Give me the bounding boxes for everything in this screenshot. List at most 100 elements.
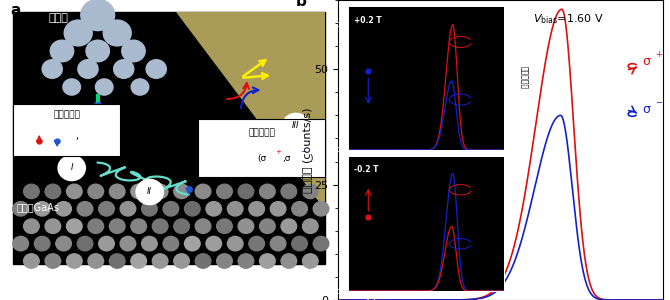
Circle shape xyxy=(163,202,179,216)
Circle shape xyxy=(56,236,72,251)
Circle shape xyxy=(131,219,147,233)
Circle shape xyxy=(50,40,74,62)
Circle shape xyxy=(195,254,211,268)
Circle shape xyxy=(45,184,61,199)
Text: ,σ: ,σ xyxy=(282,154,291,163)
Circle shape xyxy=(249,236,265,251)
Circle shape xyxy=(109,184,125,199)
Circle shape xyxy=(259,184,275,199)
Text: b: b xyxy=(296,0,307,9)
Text: σ: σ xyxy=(642,55,650,68)
Circle shape xyxy=(313,202,329,216)
Text: +: + xyxy=(275,148,281,154)
Circle shape xyxy=(13,236,29,251)
Circle shape xyxy=(109,219,125,233)
Circle shape xyxy=(34,202,50,216)
Circle shape xyxy=(109,254,125,268)
Circle shape xyxy=(136,179,163,205)
Text: −: − xyxy=(655,98,662,107)
Text: 半導体GaAs: 半導体GaAs xyxy=(17,202,60,212)
Circle shape xyxy=(302,254,318,268)
Circle shape xyxy=(163,236,179,251)
Circle shape xyxy=(131,79,149,95)
Circle shape xyxy=(120,202,136,216)
Text: 鉄探針: 鉄探針 xyxy=(49,13,69,23)
Circle shape xyxy=(88,184,104,199)
Circle shape xyxy=(184,202,200,216)
Circle shape xyxy=(45,254,61,268)
Circle shape xyxy=(66,254,82,268)
Circle shape xyxy=(77,236,93,251)
Circle shape xyxy=(195,184,211,199)
Text: スピン注入: スピン注入 xyxy=(54,110,80,119)
Circle shape xyxy=(291,202,308,216)
Circle shape xyxy=(313,236,329,251)
Text: 円偏極発光: 円偏極発光 xyxy=(249,128,275,137)
Circle shape xyxy=(238,184,254,199)
Circle shape xyxy=(122,40,145,62)
Y-axis label: 円偏光度比: 円偏光度比 xyxy=(519,66,528,90)
Circle shape xyxy=(152,254,168,268)
Circle shape xyxy=(58,155,85,181)
Text: σ: σ xyxy=(642,103,650,116)
Circle shape xyxy=(66,219,82,233)
Circle shape xyxy=(56,202,72,216)
Circle shape xyxy=(141,202,157,216)
Circle shape xyxy=(66,184,82,199)
Circle shape xyxy=(78,60,98,78)
Circle shape xyxy=(141,236,157,251)
Circle shape xyxy=(114,60,134,78)
Circle shape xyxy=(227,236,243,251)
Circle shape xyxy=(13,202,29,216)
Circle shape xyxy=(270,202,286,216)
Circle shape xyxy=(152,184,168,199)
Circle shape xyxy=(64,20,92,46)
Circle shape xyxy=(23,219,40,233)
Circle shape xyxy=(23,254,40,268)
Circle shape xyxy=(238,254,254,268)
Circle shape xyxy=(291,236,308,251)
Text: (σ: (σ xyxy=(257,154,267,163)
Circle shape xyxy=(302,184,318,199)
Circle shape xyxy=(184,236,200,251)
Circle shape xyxy=(120,236,136,251)
Circle shape xyxy=(195,219,211,233)
Text: ): ) xyxy=(309,154,312,163)
Circle shape xyxy=(88,254,104,268)
Circle shape xyxy=(302,219,318,233)
Circle shape xyxy=(281,184,297,199)
Circle shape xyxy=(63,79,80,95)
Circle shape xyxy=(174,254,190,268)
Circle shape xyxy=(95,79,113,95)
Circle shape xyxy=(281,219,297,233)
Circle shape xyxy=(45,219,61,233)
Circle shape xyxy=(23,184,40,199)
FancyBboxPatch shape xyxy=(198,118,325,177)
Text: a: a xyxy=(10,3,20,18)
Circle shape xyxy=(146,60,166,78)
Circle shape xyxy=(131,184,147,199)
Circle shape xyxy=(88,219,104,233)
FancyBboxPatch shape xyxy=(13,103,121,156)
Circle shape xyxy=(282,113,310,139)
Circle shape xyxy=(34,236,50,251)
Circle shape xyxy=(216,219,232,233)
Text: II: II xyxy=(147,188,152,196)
Circle shape xyxy=(238,219,254,233)
Circle shape xyxy=(131,254,147,268)
Text: −: − xyxy=(300,148,306,154)
Circle shape xyxy=(77,202,93,216)
Circle shape xyxy=(270,236,286,251)
Circle shape xyxy=(174,184,190,199)
Circle shape xyxy=(206,236,222,251)
Text: $V_{\mathrm{bias}}$=1.60 V: $V_{\mathrm{bias}}$=1.60 V xyxy=(533,12,604,26)
Circle shape xyxy=(98,202,115,216)
Circle shape xyxy=(174,219,190,233)
Circle shape xyxy=(216,184,232,199)
Circle shape xyxy=(259,219,275,233)
Circle shape xyxy=(206,202,222,216)
Circle shape xyxy=(259,254,275,268)
Y-axis label: 発光強度 (counts/s): 発光強度 (counts/s) xyxy=(302,107,312,193)
Circle shape xyxy=(227,202,243,216)
Polygon shape xyxy=(176,12,325,210)
